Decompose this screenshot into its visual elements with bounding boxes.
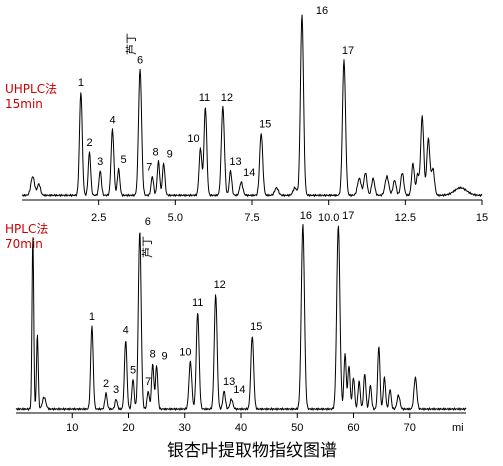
- hplc-peak-label-13: 13: [223, 376, 235, 388]
- hplc-peak-label-8: 8: [150, 348, 156, 360]
- uhplc-peak-label-5: 5: [121, 154, 127, 166]
- uhplc-x-tick-label: 5.0: [168, 212, 183, 224]
- uhplc-peak-label-4: 4: [109, 115, 115, 127]
- hplc-x-tick-label: 30: [179, 422, 191, 434]
- hplc-peak-label-1: 1: [89, 311, 95, 323]
- hplc-peak-label-3: 3: [113, 384, 119, 396]
- hplc-peak-label-11: 11: [192, 297, 203, 309]
- hplc-peak-label-7: 7: [145, 376, 151, 388]
- uhplc-peak-label-17: 17: [342, 45, 354, 57]
- uhplc-peak-label-11: 11: [199, 92, 210, 104]
- uhplc-peak-label-14: 14: [243, 167, 255, 179]
- uhplc-trace: [21, 14, 483, 197]
- uhplc-x-tick-label: 12.5: [395, 212, 416, 224]
- hplc-peak-label-2: 2: [103, 378, 109, 390]
- hplc-method-label: HPLC法: [5, 222, 48, 236]
- hplc-x-tick-label: 20: [122, 422, 134, 434]
- uhplc-x-tick-label: 7.5: [244, 212, 259, 224]
- uhplc-x-tick-label: 15: [476, 212, 488, 224]
- hplc-peak-label-16: 16: [300, 210, 312, 222]
- uhplc-peak-label-13: 13: [229, 156, 241, 168]
- hplc-peak-label-10: 10: [179, 347, 191, 359]
- uhplc-rutin-label: 芦丁: [125, 33, 138, 55]
- uhplc-peak-label-15: 15: [259, 118, 271, 130]
- uhplc-peak-label-2: 2: [86, 137, 92, 149]
- uhplc-peak-label-6: 6: [137, 54, 143, 66]
- uhplc-method-label: UHPLC法: [5, 82, 57, 96]
- hplc-x-tick-label: 50: [291, 422, 303, 434]
- hplc-peak-label-9: 9: [162, 350, 168, 362]
- uhplc-x-tick-label: 2.5: [91, 212, 106, 224]
- hplc-peak-label-12: 12: [214, 279, 226, 291]
- hplc-rutin-label: 芦丁: [141, 236, 154, 258]
- hplc-x-ticks: 10 20 30 40 50 60 70: [66, 413, 416, 434]
- uhplc-chromatogram-panel: UHPLC法 15min 2.5 5.0 7.5 10.0 12.5 15 1234567…: [5, 5, 488, 224]
- hplc-trace: [15, 223, 467, 411]
- uhplc-runtime-label: 15min: [5, 97, 43, 111]
- hplc-peak-label-5: 5: [130, 364, 136, 376]
- uhplc-peak-label-10: 10: [187, 133, 199, 145]
- uhplc-peak-label-16: 16: [316, 5, 328, 17]
- hplc-peak-label-6: 6: [145, 216, 151, 228]
- figure-caption: 银杏叶提取物指纹图谱: [167, 441, 337, 461]
- hplc-x-tick-label: 40: [235, 422, 247, 434]
- uhplc-x-ticks: 2.5 5.0 7.5 10.0 12.5 15: [91, 200, 488, 224]
- uhplc-peak-label-9: 9: [167, 148, 173, 160]
- hplc-peak-label-17: 17: [342, 210, 354, 222]
- hplc-x-tick-label: 60: [347, 422, 359, 434]
- hplc-x-tick-label: 10: [66, 422, 78, 434]
- hplc-x-tick-label: 70: [404, 422, 416, 434]
- hplc-peak-label-4: 4: [123, 325, 129, 337]
- hplc-x-unit-label: mi: [452, 422, 464, 434]
- hplc-peak-label-15: 15: [250, 321, 262, 333]
- uhplc-peak-label-3: 3: [97, 156, 103, 168]
- hplc-runtime-label: 70min: [5, 237, 43, 251]
- hplc-peak-label-14: 14: [233, 384, 245, 396]
- uhplc-peak-label-12: 12: [221, 92, 233, 104]
- uhplc-peak-label-1: 1: [78, 77, 84, 89]
- uhplc-x-tick-label: 10.0: [318, 212, 339, 224]
- uhplc-peak-label-8: 8: [152, 147, 158, 159]
- uhplc-peak-label-7: 7: [146, 162, 152, 174]
